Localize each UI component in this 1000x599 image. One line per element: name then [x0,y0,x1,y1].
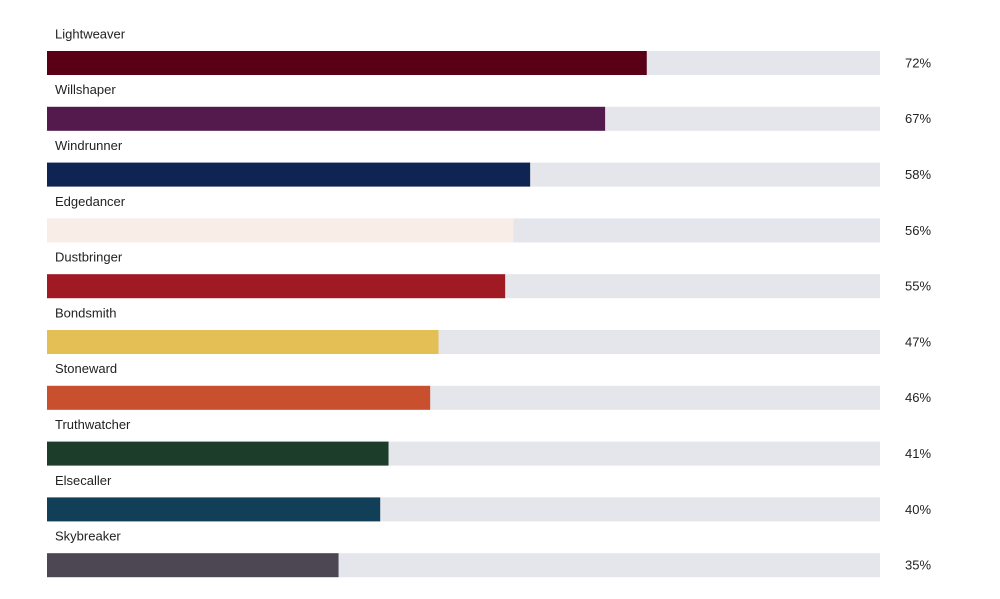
value-label: 40% [905,502,931,517]
value-label: 58% [905,167,931,182]
category-label: Windrunner [55,138,123,153]
category-label: Lightweaver [55,26,126,41]
value-label: 35% [905,558,931,573]
category-label: Truthwatcher [55,417,131,432]
value-label: 67% [905,111,931,126]
bar [47,51,647,75]
category-label: Dustbringer [55,250,123,265]
value-label: 47% [905,334,931,349]
bar [47,553,339,578]
bar [47,497,381,522]
bar [47,385,431,410]
bar [47,106,606,131]
value-label: 41% [905,446,931,461]
category-label: Edgedancer [55,194,126,209]
category-label: Skybreaker [55,529,121,544]
value-label: 55% [905,279,931,294]
bar [47,330,439,354]
category-label: Elsecaller [55,473,112,488]
bar [47,274,506,299]
value-label: 56% [905,223,931,238]
category-label: Bondsmith [55,305,116,320]
bar [47,441,389,466]
bar [47,218,514,243]
category-label: Stoneward [55,361,117,376]
bar [47,162,531,187]
value-label: 72% [905,55,931,70]
value-label: 46% [905,390,931,405]
category-label: Willshaper [55,82,116,97]
